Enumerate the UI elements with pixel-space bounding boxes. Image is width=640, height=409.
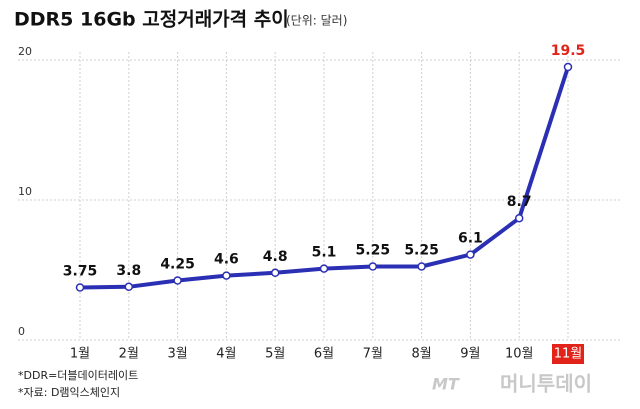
data-label: 4.8 xyxy=(263,249,288,265)
data-label: 3.75 xyxy=(63,264,98,280)
watermark: 머니투데이 xyxy=(500,372,592,396)
data-label: 3.8 xyxy=(116,263,141,279)
watermark: MT xyxy=(432,375,460,394)
point xyxy=(368,262,378,271)
chart-title: DDR5 16Gb 고정거래가격 추이 xyxy=(14,9,289,31)
point xyxy=(514,213,524,223)
x-tick-label: 3월 xyxy=(167,347,187,362)
data-label: 19.5 xyxy=(551,43,586,59)
point xyxy=(417,262,426,271)
note: *자료: D램익스체인지 xyxy=(18,386,120,399)
x-tick-label: 10월 xyxy=(505,347,534,362)
point xyxy=(319,264,329,273)
point xyxy=(222,271,231,280)
data-label: 5.25 xyxy=(356,243,391,259)
x-tick-label: 4월 xyxy=(216,347,236,362)
point xyxy=(270,268,280,278)
point xyxy=(563,62,573,72)
x-tick-label: 2월 xyxy=(119,347,139,362)
x-tick-label: 11월 xyxy=(554,347,583,362)
x-tick-label: 1월 xyxy=(70,347,90,362)
data-label: 5.25 xyxy=(404,243,439,259)
y-tick-label: 0 xyxy=(18,325,25,338)
data-label: 8.7 xyxy=(507,194,532,210)
note: *DDR=더블데이터레이트 xyxy=(18,369,138,382)
x-tick-label: 6월 xyxy=(314,347,334,362)
data-label: 5.1 xyxy=(312,245,337,261)
x-tick-label: 9월 xyxy=(460,347,480,362)
x-tick-label: 7월 xyxy=(363,347,383,362)
y-tick-label: 10 xyxy=(18,185,32,198)
data-label: 4.25 xyxy=(160,257,195,273)
data-label: 6.1 xyxy=(458,231,483,247)
y-tick-label: 20 xyxy=(18,45,32,58)
point xyxy=(75,283,85,292)
point xyxy=(124,282,134,292)
highlight-box xyxy=(552,344,584,364)
data-label: 4.6 xyxy=(214,252,239,268)
x-tick-label: 5월 xyxy=(265,347,285,362)
point xyxy=(466,250,475,259)
point xyxy=(173,276,182,285)
x-tick-label: 8월 xyxy=(411,347,431,362)
chart-subtitle: (단위: 달러) xyxy=(286,14,347,28)
